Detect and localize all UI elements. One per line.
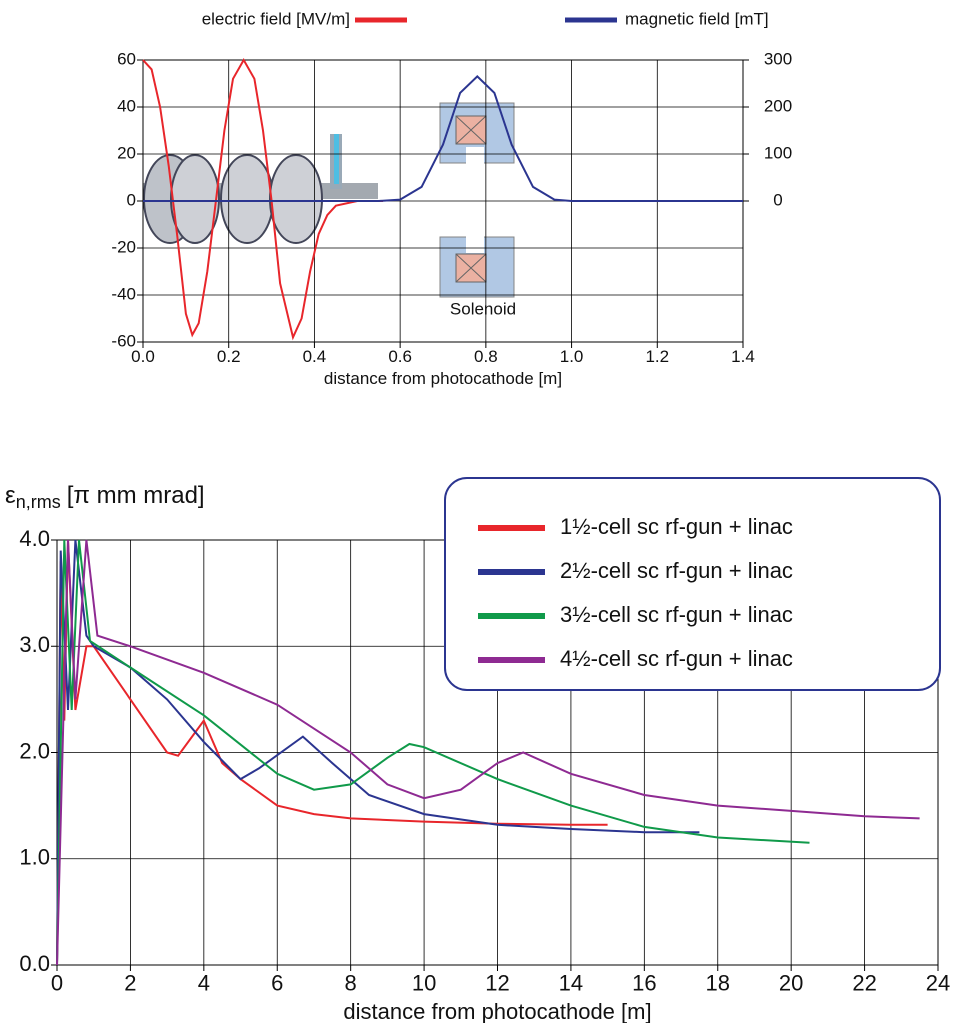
- series-line: [56, 539, 920, 966]
- emittance-chart: 0 2 4 6 8 10 12 14 16 18 20 22 240.01.02.03.04.0dist…: [5, 477, 950, 1023]
- x-tick-label: 20: [779, 971, 803, 996]
- y-label-symbol: ε: [5, 482, 16, 509]
- legend-label: electric field [MV/m]: [202, 9, 350, 28]
- y-tick-label: 3.0: [19, 632, 50, 657]
- y2-tick-label: 100: [764, 143, 792, 162]
- y-tick-label: 0.0: [19, 951, 50, 976]
- legend-label: 4½-cell sc rf-gun + linac: [560, 646, 793, 671]
- y-tick-label: 1.0: [19, 845, 50, 870]
- x-tick-label: 0: [51, 971, 63, 996]
- series-line: [143, 75, 743, 202]
- x-tick-label: 12: [485, 971, 509, 996]
- cavity-drawing: [143, 102, 515, 298]
- y-tick-label: 2.0: [19, 738, 50, 763]
- x-tick-label: 1.0: [560, 347, 584, 366]
- x-tick-label: 22: [852, 971, 876, 996]
- series-line: [56, 539, 810, 966]
- y-tick-label: 4.0: [19, 526, 50, 551]
- x-tick-label: 24: [926, 971, 950, 996]
- legend-label: 3½-cell sc rf-gun + linac: [560, 602, 793, 627]
- x-tick-label: 0.0: [131, 347, 155, 366]
- y-axis-label: εn,rms [π mm mrad]: [5, 482, 205, 511]
- x-tick-label: 18: [706, 971, 730, 996]
- series-line: [142, 57, 383, 341]
- y-tick-label: 20: [117, 143, 136, 162]
- y-tick-label: -60: [111, 331, 136, 350]
- x-tick-label: 1.2: [645, 347, 669, 366]
- annotation: Solenoid: [450, 299, 516, 318]
- x-tick-label: 0.2: [217, 347, 241, 366]
- legend-label: 2½-cell sc rf-gun + linac: [560, 558, 793, 583]
- legend-box: [444, 477, 941, 691]
- x-axis-label: distance from photocathode [m]: [343, 999, 651, 1023]
- x-tick-label: 10: [412, 971, 436, 996]
- series-line: [56, 539, 700, 966]
- y-tick-label: 40: [117, 96, 136, 115]
- x-tick-label: 4: [198, 971, 210, 996]
- y-tick-label: 0: [127, 190, 136, 209]
- x-tick-label: 2: [124, 971, 136, 996]
- y2-tick-label: 300: [764, 49, 792, 68]
- y2-tick-label: 200: [764, 96, 792, 115]
- y-tick-label: -20: [111, 237, 136, 256]
- legend-label: magnetic field [mT]: [625, 9, 769, 28]
- x-axis-label: distance from photocathode [m]: [324, 369, 562, 388]
- x-tick-label: 0.6: [388, 347, 412, 366]
- x-tick-label: 6: [271, 971, 283, 996]
- x-tick-label: 0.8: [474, 347, 498, 366]
- legend-label: 1½-cell sc rf-gun + linac: [560, 514, 793, 539]
- y-label-subscript: n,rms: [16, 492, 61, 512]
- x-tick-label: 0.4: [303, 347, 327, 366]
- x-tick-label: 1.4: [731, 347, 755, 366]
- x-tick-label: 16: [632, 971, 656, 996]
- x-tick-label: 14: [559, 971, 583, 996]
- y-tick-label: -40: [111, 284, 136, 303]
- y-label-units: [π mm mrad]: [67, 482, 205, 509]
- field-chart: 0.0 0.2 0.4 0.6 0.8 1.0 1.2 1.46040200-20-40-60…: [111, 9, 792, 387]
- y2-tick-label: 0: [773, 190, 782, 209]
- x-tick-label: 8: [345, 971, 357, 996]
- y-tick-label: 60: [117, 49, 136, 68]
